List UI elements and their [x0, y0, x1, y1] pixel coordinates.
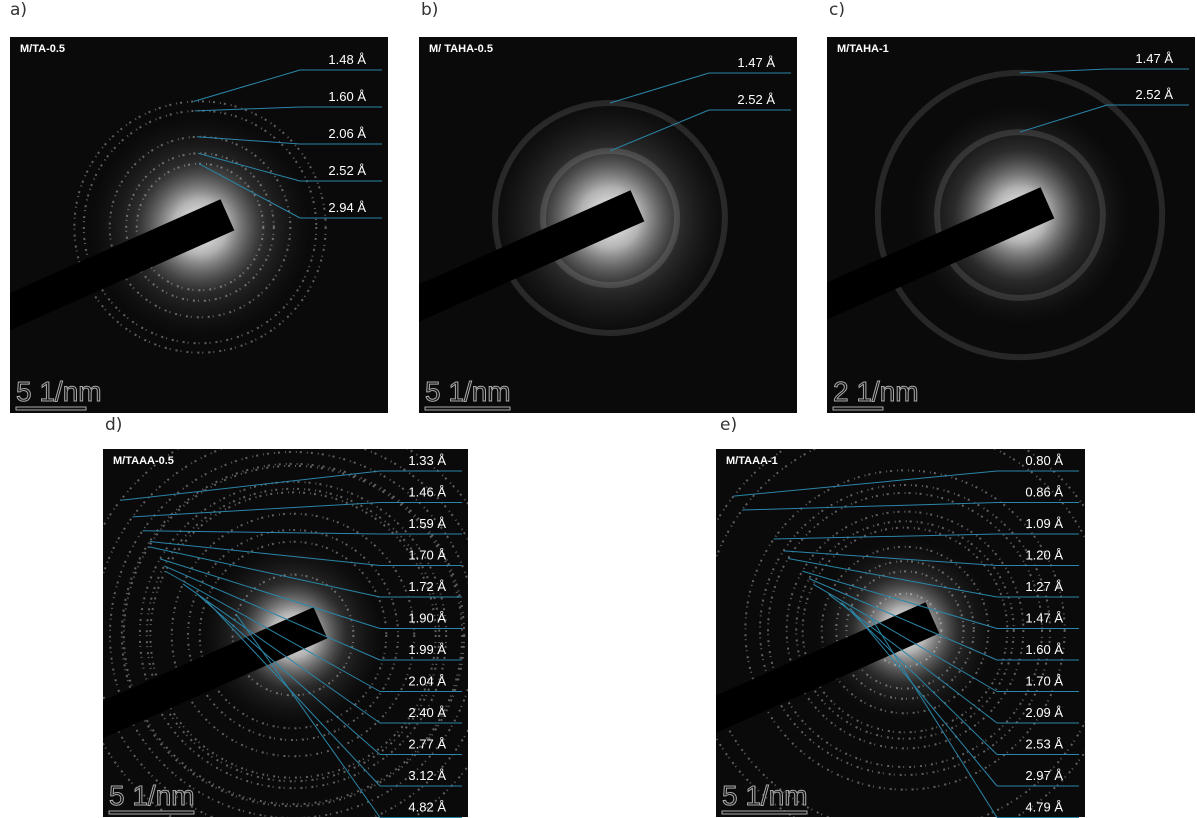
sample-name: M/ TAHA-0.5 — [429, 43, 493, 55]
d-spacing-label: 1.47 Å — [737, 55, 775, 70]
diffraction-panel: M/TAHA-1 1.47 Å 2.52 Å 2 1/nm — [739, 37, 1195, 413]
d-spacing-label: 1.47 Å — [1135, 51, 1173, 66]
sample-name: M/TAAA-1 — [726, 455, 778, 467]
sample-name: M/TAAA-0.5 — [113, 455, 174, 467]
d-spacing-label: 3.12 Å — [408, 768, 446, 783]
d-spacing-label: 1.60 Å — [1025, 642, 1063, 657]
d-spacing-label: 2.97 Å — [1025, 768, 1063, 783]
d-spacing-label: 1.48 Å — [328, 52, 366, 67]
scale-bar — [16, 407, 86, 410]
d-spacing-label: 4.82 Å — [408, 800, 446, 815]
panel-letter: d) — [105, 415, 122, 435]
d-spacing-label: 1.33 Å — [408, 453, 446, 468]
diffraction-panel: M/TAAA-0.5 1.33 Å 1.46 Å 1.59 Å 1.70 Å 1.72 Å… — [12, 416, 512, 818]
panel-letter: e) — [720, 415, 737, 435]
d-spacing-label: 1.70 Å — [408, 548, 446, 563]
scale-bar — [109, 811, 194, 814]
d-spacing-label: 2.52 Å — [737, 92, 775, 107]
scale-bar-label: 5 1/nm — [722, 780, 808, 811]
diffraction-panel: M/TAAA-1 0.80 Å 0.86 Å 1.09 Å 1.20 Å 1.27 Å 1.… — [624, 413, 1122, 818]
scale-bar-label: 2 1/nm — [833, 376, 919, 407]
d-spacing-label: 2.09 Å — [1025, 705, 1063, 720]
d-spacing-label: 1.09 Å — [1025, 516, 1063, 531]
scale-bar-label: 5 1/nm — [16, 376, 102, 407]
diffraction-panel: M/TA-0.5 1.48 Å 1.60 Å 2.06 Å 2.52 Å 2.94 Å 5 … — [0, 37, 388, 413]
d-spacing-label: 2.53 Å — [1025, 737, 1063, 752]
d-spacing-label: 1.70 Å — [1025, 674, 1063, 689]
pattern — [739, 37, 1195, 413]
d-spacing-label: 1.20 Å — [1025, 548, 1063, 563]
scale-bar — [425, 407, 510, 410]
d-spacing-label: 0.86 Å — [1025, 485, 1063, 500]
d-spacing-label: 2.04 Å — [408, 674, 446, 689]
d-spacing-label: 2.52 Å — [1135, 87, 1173, 102]
d-spacing-label: 2.40 Å — [408, 705, 446, 720]
d-spacing-label: 1.46 Å — [408, 485, 446, 500]
pattern — [329, 37, 797, 413]
d-spacing-label: 1.27 Å — [1025, 579, 1063, 594]
d-spacing-label: 0.80 Å — [1025, 453, 1063, 468]
d-spacing-label: 1.99 Å — [408, 642, 446, 657]
d-spacing-label: 1.47 Å — [1025, 611, 1063, 626]
scale-bar — [722, 811, 807, 814]
sample-name: M/TAHA-1 — [837, 43, 889, 55]
panel-letter: c) — [829, 0, 845, 20]
diffraction-panel: M/ TAHA-0.5 1.47 Å 2.52 Å 5 1/nm — [329, 37, 797, 413]
d-spacing-label: 1.59 Å — [408, 516, 446, 531]
figure: a) M/TA-0.5 1.48 Å 1.60 Å 2.06 Å 2.52 Å 2.94 Å… — [0, 0, 1197, 818]
scale-bar — [833, 407, 883, 410]
d-spacing-label: 4.79 Å — [1025, 800, 1063, 815]
d-spacing-label: 2.52 Å — [328, 163, 366, 178]
d-spacing-label: 1.60 Å — [328, 89, 366, 104]
panel-letter: b) — [421, 0, 438, 20]
scale-bar-label: 5 1/nm — [425, 376, 511, 407]
d-spacing-label: 2.94 Å — [328, 200, 366, 215]
d-spacing-label: 1.72 Å — [408, 579, 446, 594]
d-spacing-label: 1.90 Å — [408, 611, 446, 626]
panel-letter: a) — [10, 0, 27, 20]
d-spacing-label: 2.77 Å — [408, 737, 446, 752]
d-spacing-label: 2.06 Å — [328, 126, 366, 141]
scale-bar-label: 5 1/nm — [109, 780, 195, 811]
sample-name: M/TA-0.5 — [20, 43, 65, 55]
